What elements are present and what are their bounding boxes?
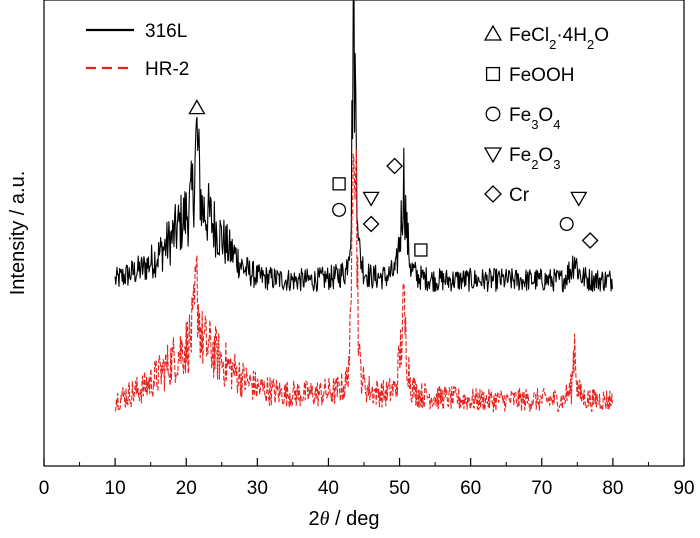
peak-marker-triangle-up bbox=[188, 99, 206, 115]
phase-legend-label: Fe2O3 bbox=[509, 145, 560, 172]
x-tick-label: 20 bbox=[176, 478, 197, 499]
peak-marker-diamond bbox=[581, 232, 599, 249]
peak-marker-square bbox=[414, 243, 428, 257]
x-tick-label: 30 bbox=[247, 478, 268, 499]
phase-legend-marker-square bbox=[485, 66, 501, 82]
x-axis-tick-labels: 0 10 20 30 40 50 60 70 80 90 bbox=[39, 478, 695, 499]
phase-legend-label: Fe3O4 bbox=[509, 105, 560, 132]
y-axis-title: Intensity / a.u. bbox=[7, 171, 29, 296]
series-legend: 316L HR-2 bbox=[86, 21, 189, 80]
peak-marker-diamond bbox=[362, 215, 380, 233]
peak-marker-square bbox=[332, 177, 346, 191]
x-axis-title: 2θ / deg bbox=[309, 508, 380, 530]
x-tick-label: 60 bbox=[460, 478, 481, 499]
x-tick-label: 80 bbox=[602, 478, 623, 499]
x-tick-label: 90 bbox=[673, 478, 694, 499]
x-tick-label: 10 bbox=[105, 478, 126, 499]
series-layer bbox=[114, 0, 613, 413]
phase-legend: FeCl2·4H2O FeOOH Fe3O4 Fe2O3 Cr bbox=[483, 24, 609, 206]
peak-marker-triangle-down bbox=[570, 191, 588, 207]
x-tick-label: 40 bbox=[318, 478, 339, 499]
legend-label-316l: 316L bbox=[145, 21, 187, 42]
peak-markers bbox=[188, 99, 599, 257]
phase-legend-label: FeCl2·4H2O bbox=[509, 25, 609, 52]
x-tick-label: 50 bbox=[389, 478, 410, 499]
phase-legend-label: FeOOH bbox=[509, 65, 574, 86]
phase-legend-marker-circle bbox=[485, 106, 501, 122]
series-line-hr2 bbox=[114, 149, 613, 413]
peak-marker-triangle-down bbox=[362, 191, 380, 207]
series-line-316l bbox=[114, 0, 613, 293]
x-tick-label: 0 bbox=[39, 478, 50, 499]
phase-legend-label: Cr bbox=[509, 185, 530, 206]
phase-legend-marker-diamond bbox=[484, 185, 502, 203]
legend-label-hr2: HR-2 bbox=[145, 59, 189, 80]
peak-marker-diamond bbox=[386, 157, 403, 175]
x-tick-label: 70 bbox=[531, 478, 552, 499]
x-axis-ticks bbox=[43, 458, 685, 466]
peak-marker-circle bbox=[332, 202, 347, 217]
phase-legend-marker-triangle-up bbox=[483, 24, 503, 41]
peak-marker-circle bbox=[559, 216, 574, 232]
phase-legend-marker-triangle-down bbox=[483, 147, 503, 164]
